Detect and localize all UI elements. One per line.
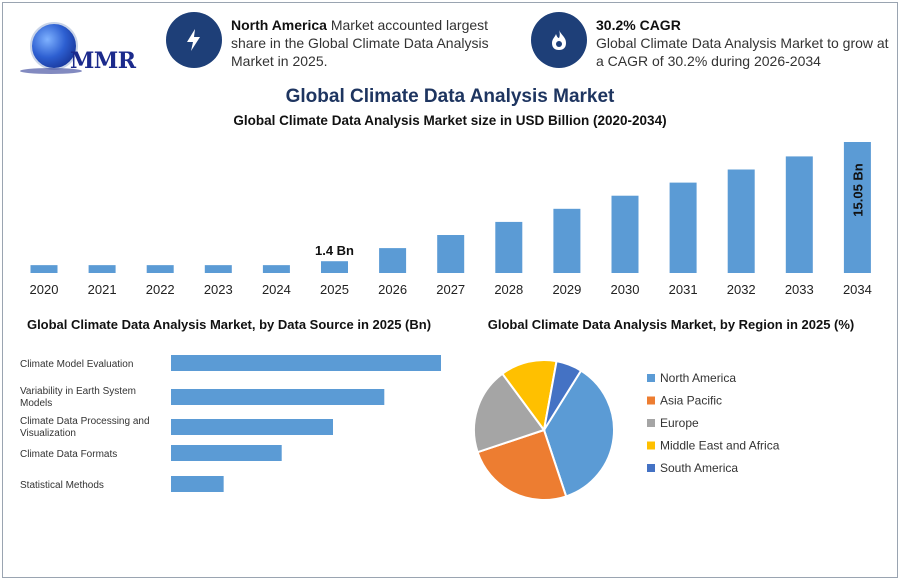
page-title: Global Climate Data Analysis Market [285,86,615,107]
info-north-america-body: Market accounted largest share in the Gl… [231,17,489,69]
info-cagr-text: 30.2% CAGR Global Climate Data Analysis M… [596,16,891,70]
legend-swatch-4 [647,441,655,450]
x-tick-2029: 2029 [552,282,581,297]
pie-slice-asia-pacific [476,428,568,501]
bar-2033 [785,156,813,273]
data-label-2025: 1.4 Bn [315,243,354,258]
bar-2020 [30,265,58,273]
x-tick-2027: 2027 [436,282,465,297]
legend-label-3: Europe [660,416,699,430]
hbar-2 [171,389,385,405]
x-tick-2028: 2028 [494,282,523,297]
legend-label-1: North America [660,371,736,385]
bar-2030 [611,195,639,273]
info-north-america-text: North America Market accounted largest s… [231,16,506,70]
x-tick-2021: 2021 [88,282,117,297]
bar-2032 [727,169,755,273]
logo-text: MMR [70,48,136,74]
flame-icon [531,12,587,68]
x-tick-2023: 2023 [204,282,233,297]
region-pie-title: Global Climate Data Analysis Market, by … [487,317,855,332]
bar-2031 [669,182,697,273]
hbar-label-3: Climate Data Processing and Visualization [20,416,150,439]
bar-2034 [843,142,871,273]
legend-label-4: Middle East and Africa [660,439,780,453]
data-label-2034: 15.05 Bn [850,163,865,217]
region-pie-chart: North America Asia Pacific Europe Middle Ea… [473,359,780,501]
info-cagr-bold: 30.2% CAGR [596,17,681,33]
lightning-icon [166,12,222,68]
hbar-5 [171,476,224,492]
bar-2028 [495,221,523,273]
pie-slice-south-america [543,359,583,431]
data-source-bar-chart: Climate Model Evaluation Variability in E… [20,355,441,492]
pie-slice-middle-east-and-africa [500,359,558,433]
info-cagr-body: Global Climate Data Analysis Market to g… [596,35,889,69]
x-tick-2030: 2030 [611,282,640,297]
hbar-label-5: Statistical Methods [20,480,104,491]
pie-slice-europe [473,372,546,454]
hbar-label-1: Climate Model Evaluation [20,359,133,370]
info-north-america-bold: North America [231,17,327,33]
bar-2024 [262,265,290,273]
info-north-america: North America Market accounted largest s… [166,12,506,70]
x-tick-2033: 2033 [785,282,814,297]
legend-swatch-5 [647,464,655,472]
x-tick-2026: 2026 [378,282,407,297]
x-tick-2025: 2025 [320,282,349,297]
x-tick-2024: 2024 [262,282,291,297]
hbar-label-4: Climate Data Formats [20,449,117,460]
x-tick-2032: 2032 [727,282,756,297]
legend-swatch-2 [647,396,655,405]
legend-swatch-1 [647,374,655,382]
x-tick-2031: 2031 [669,282,698,297]
bar-2027 [437,235,465,273]
mmr-logo: MMR [12,18,137,78]
bar-chart-title: Global Climate Data Analysis Market size… [233,113,667,128]
info-cagr: 30.2% CAGR Global Climate Data Analysis M… [531,12,891,70]
hbar-4 [171,445,282,461]
bar-2022 [146,265,174,273]
bar-2025 [321,261,348,273]
legend-label-2: Asia Pacific [660,394,722,408]
hbar-1 [171,355,441,371]
data-source-chart-title: Global Climate Data Analysis Market, by … [26,317,432,332]
bar-2026 [379,248,407,273]
hbar-label-2: Variability in Earth System Models [20,386,136,409]
bar-2029 [553,208,581,273]
logo-swoosh [20,68,82,74]
bar-2023 [204,265,232,273]
bar-2021 [88,265,116,273]
legend-label-5: South America [660,461,738,475]
x-tick-2020: 2020 [30,282,59,297]
legend-swatch-3 [647,419,655,427]
hbar-3 [171,419,333,435]
x-tick-2022: 2022 [146,282,175,297]
x-tick-2034: 2034 [843,282,872,297]
market-size-bar-chart: 2020 2021 2022 2023 2024 2025 2026 2027 2028 2029… [30,142,872,297]
